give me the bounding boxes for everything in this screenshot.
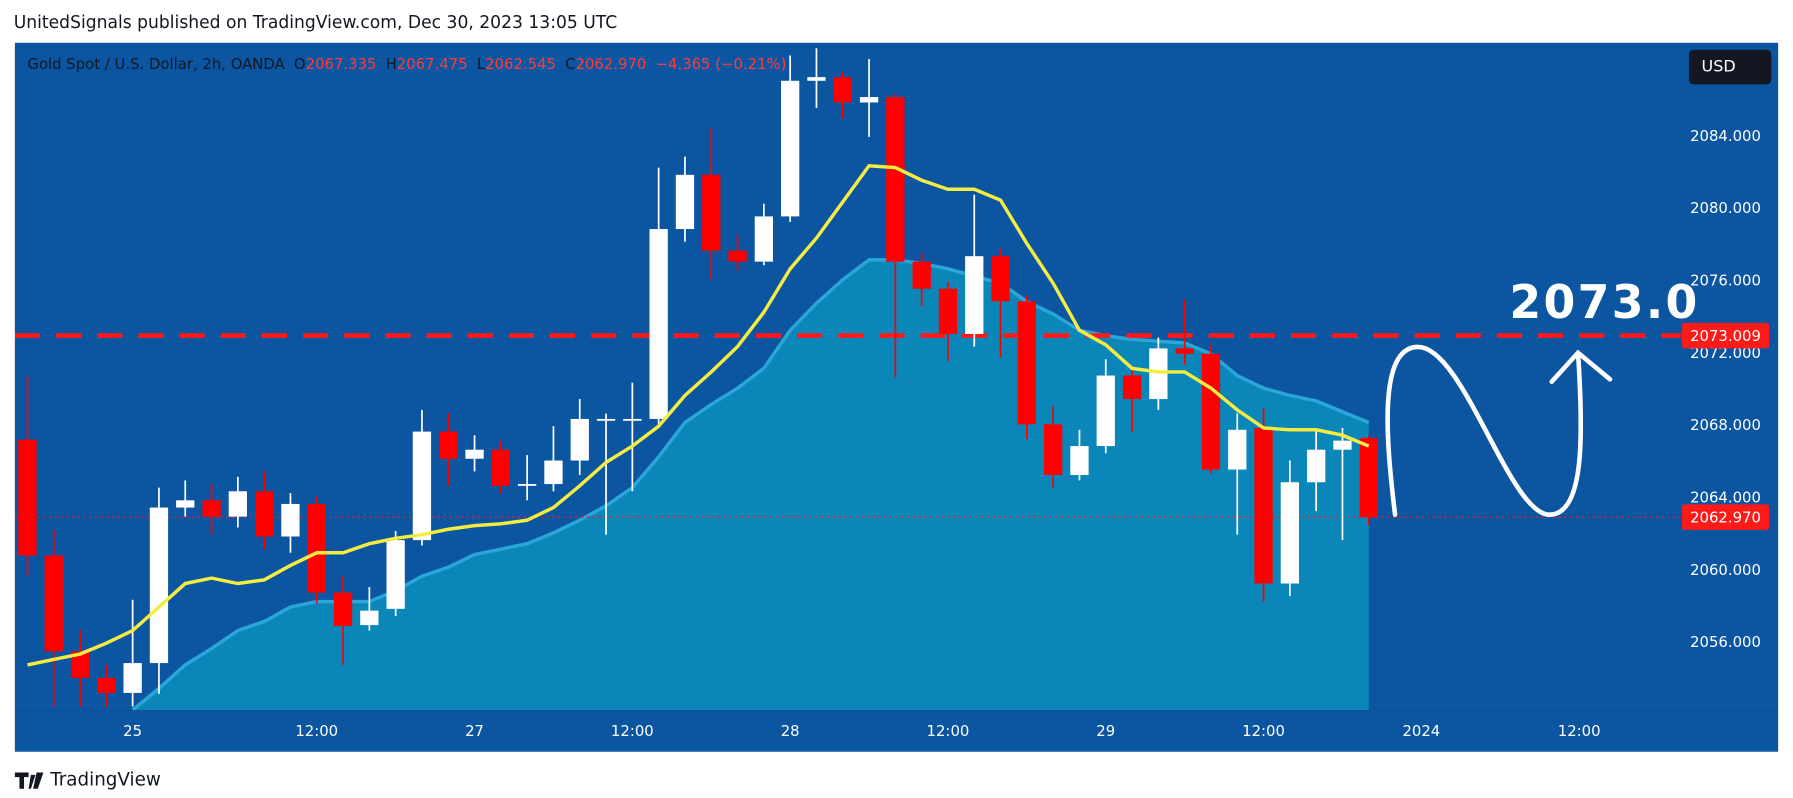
candle-body (544, 460, 563, 485)
y-tick-label: 2076.000 (1690, 271, 1761, 289)
legend: Gold Spot / U.S. Dollar, 2h, OANDA O2067.… (27, 55, 786, 73)
x-tick-label: 12:00 (1558, 722, 1601, 740)
candle-body (912, 261, 931, 289)
legend-value: 2062.545 (485, 55, 556, 73)
candle-body (228, 491, 247, 517)
candle-body (386, 540, 405, 609)
candle-body (1149, 348, 1168, 400)
footer-brand: TradingView (49, 770, 160, 791)
y-tick-label: 2060.000 (1690, 561, 1761, 579)
candle-body (333, 592, 353, 627)
candle-body (254, 491, 274, 537)
candle-body (307, 503, 326, 593)
candle-body (1201, 353, 1221, 470)
candle-body (991, 256, 1010, 302)
candle-body (807, 77, 826, 81)
x-tick-label: 27 (465, 722, 484, 740)
tv-logo (14, 772, 44, 789)
candle-body (1228, 429, 1247, 470)
legend-key: H (386, 55, 397, 73)
plot (14, 48, 1681, 711)
candle-body (859, 97, 879, 103)
candle-body (149, 507, 169, 664)
candle-body (965, 256, 984, 334)
price-label: 2062.970 (1690, 508, 1761, 526)
candle-body (518, 484, 537, 486)
candle-body (728, 250, 747, 262)
candle-body (202, 500, 221, 517)
candle-body (623, 418, 642, 421)
candle-body (570, 418, 589, 461)
candle-body (465, 449, 484, 459)
x-tick-label: 25 (123, 722, 142, 740)
ma-line (27, 163, 1370, 667)
x-tick-label: 28 (781, 722, 800, 740)
candle-body (1017, 301, 1037, 425)
candle-body (70, 651, 90, 678)
candle-body (754, 216, 774, 262)
price-label-box (1682, 504, 1769, 530)
candle-body (1333, 440, 1352, 450)
legend-symbol: Gold Spot / U.S. Dollar, 2h, OANDA (27, 55, 285, 73)
candle-body (1359, 438, 1378, 518)
candle-body (123, 663, 142, 693)
x-tick-label: 2024 (1402, 722, 1440, 740)
price-label-box (1682, 322, 1769, 349)
candle-body (649, 229, 668, 419)
candle-body (702, 174, 721, 251)
candle-body (1044, 424, 1063, 476)
candle-body (596, 418, 616, 421)
price-label: 2073.009 (1690, 327, 1761, 345)
candle-body (1307, 449, 1326, 483)
legend-key: L (477, 55, 486, 73)
legend-value: 2067.335 (306, 55, 377, 73)
logo-mark (14, 772, 44, 789)
candle-body (176, 500, 195, 508)
candle-body (44, 555, 63, 652)
candle-body (781, 80, 800, 217)
candle-body (281, 503, 300, 537)
candle-body (675, 174, 695, 230)
y-tick-label: 2080.000 (1690, 199, 1761, 217)
y-tick-label: 2084.000 (1690, 127, 1761, 145)
candle-body (1254, 427, 1273, 584)
candle-body (18, 439, 37, 556)
legend-value: 2067.475 (397, 55, 468, 73)
x-tick-label: 12:00 (611, 722, 654, 740)
x-tick-label: 12:00 (1242, 722, 1285, 740)
y-tick-label: 2056.000 (1690, 633, 1761, 651)
y-tick-label: 2068.000 (1690, 416, 1761, 434)
candle-body (1280, 482, 1300, 584)
candle-body (1096, 375, 1115, 447)
candle-body (1122, 375, 1142, 400)
legend-key: C (565, 55, 575, 73)
legend-value: 2062.970 (576, 55, 647, 73)
candle-body (412, 431, 432, 541)
ma-area (132, 259, 1369, 711)
candle-body (886, 97, 905, 262)
currency-label[interactable]: USD (1702, 57, 1736, 76)
y-tick-label: 2064.000 (1690, 488, 1761, 506)
x-tick-label: 29 (1096, 722, 1115, 740)
candle-body (360, 610, 379, 626)
publish-title: UnitedSignals published on TradingView.c… (14, 13, 618, 33)
candle-body (833, 77, 852, 103)
candle-body (491, 449, 510, 486)
drawn-arrow (1385, 344, 1613, 517)
candle-body (1175, 348, 1194, 354)
candle-body (439, 431, 458, 459)
legend-change: −4.365 (−0.21%) (656, 55, 787, 73)
candle-body (97, 677, 116, 693)
currency-button[interactable] (1688, 49, 1772, 85)
legend-key: O (294, 55, 306, 73)
x-tick-label: 12:00 (295, 722, 338, 740)
candle-body (938, 288, 958, 334)
x-tick-label: 12:00 (927, 722, 970, 740)
annotation: 2073.0 (1509, 275, 1699, 329)
candle-body (1070, 446, 1089, 476)
